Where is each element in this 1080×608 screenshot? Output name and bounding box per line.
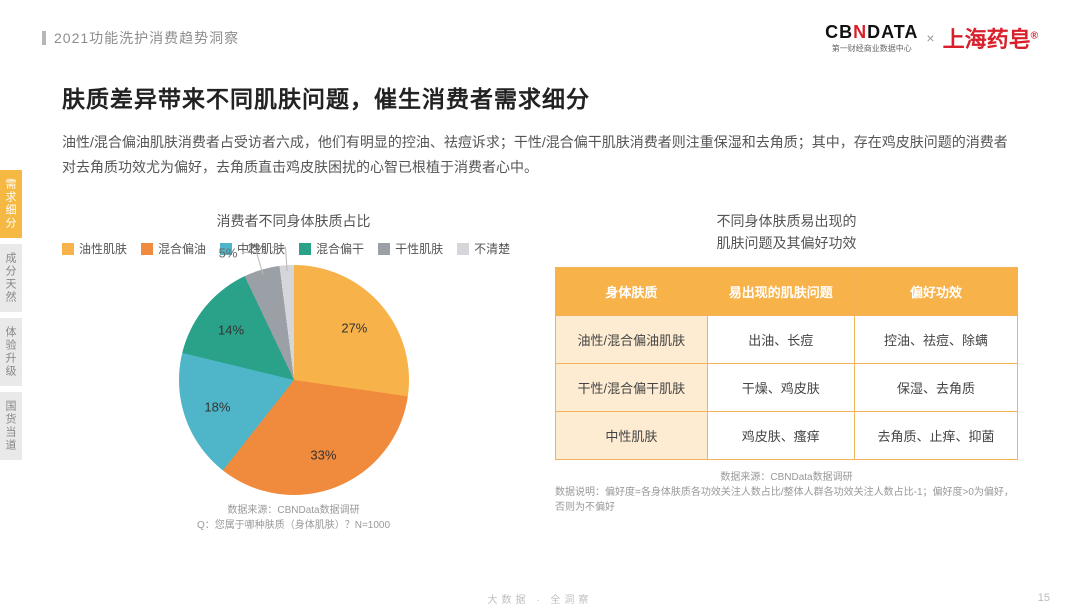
- side-tab-0[interactable]: 需求细分: [0, 170, 22, 238]
- table-header-cell: 身体肤质: [556, 267, 708, 315]
- pie-legend: 油性肌肤混合偏油中性肌肤混合偏干干性肌肤不清楚: [62, 240, 525, 257]
- table-title-line1: 不同身体肤质易出现的: [717, 213, 857, 229]
- legend-label: 混合偏油: [158, 240, 206, 257]
- table-rowhead-cell: 中性肌肤: [556, 411, 708, 459]
- table-cell: 出油、长痘: [707, 315, 854, 363]
- pie-footnote-2: Q：您属于哪种肤质（身体肌肤）？N=1000: [62, 518, 525, 533]
- legend-item-4: 干性肌肤: [378, 240, 443, 257]
- pie-slice-label: 18%: [204, 399, 230, 414]
- page-number: 15: [1038, 592, 1050, 604]
- legend-swatch: [378, 243, 390, 255]
- legend-swatch: [141, 243, 153, 255]
- doc-title: 2021功能洗护消费趋势洞察: [54, 28, 239, 48]
- pie-slice-label: 2%: [248, 240, 267, 255]
- table-cell: 控油、祛痘、除螨: [854, 315, 1017, 363]
- table-header-cell: 偏好功效: [854, 267, 1017, 315]
- table-row: 干性/混合偏干肌肤干燥、鸡皮肤保湿、去角质: [556, 363, 1018, 411]
- table-cell: 鸡皮肤、瘙痒: [707, 411, 854, 459]
- legend-swatch: [299, 243, 311, 255]
- skin-table: 身体肤质易出现的肌肤问题偏好功效 油性/混合偏油肌肤出油、长痘控油、祛痘、除螨干…: [555, 267, 1018, 460]
- pie-slice-label: 5%: [219, 245, 238, 260]
- legend-label: 不清楚: [474, 240, 510, 257]
- table-cell: 保湿、去角质: [854, 363, 1017, 411]
- legend-swatch: [457, 243, 469, 255]
- table-footnote-2: 数据说明：偏好度=各身体肤质各功效关注人数占比/整体人群各功效关注人数占比-1；…: [555, 485, 1018, 515]
- legend-item-0: 油性肌肤: [62, 240, 127, 257]
- left-column: 消费者不同身体肤质占比 油性肌肤混合偏油中性肌肤混合偏干干性肌肤不清楚 27%3…: [62, 210, 525, 578]
- table-rowhead-cell: 油性/混合偏油肌肤: [556, 315, 708, 363]
- legend-item-3: 混合偏干: [299, 240, 364, 257]
- legend-label: 油性肌肤: [79, 240, 127, 257]
- side-tabs: 需求细分成分天然体验升级国货当道: [0, 170, 22, 460]
- page-header: 2021功能洗护消费趋势洞察 CBNDATA 第一财经商业数据中心 × 上海药皂…: [42, 22, 1038, 54]
- legend-item-5: 不清楚: [457, 240, 510, 257]
- pie-slice-label: 14%: [218, 322, 244, 337]
- pie-title: 消费者不同身体肤质占比: [62, 210, 525, 232]
- logo-separator: ×: [926, 30, 934, 46]
- legend-label: 混合偏干: [316, 240, 364, 257]
- table-header-cell: 易出现的肌肤问题: [707, 267, 854, 315]
- table-header-row: 身体肤质易出现的肌肤问题偏好功效: [556, 267, 1018, 315]
- header-right: CBNDATA 第一财经商业数据中心 × 上海药皂®: [825, 22, 1038, 54]
- right-column: 不同身体肤质易出现的 肌肤问题及其偏好功效 身体肤质易出现的肌肤问题偏好功效 油…: [555, 210, 1018, 578]
- table-footnote-1: 数据来源：CBNData数据调研: [555, 470, 1018, 485]
- side-tab-1[interactable]: 成分天然: [0, 244, 22, 312]
- legend-item-1: 混合偏油: [141, 240, 206, 257]
- legend-label: 干性肌肤: [395, 240, 443, 257]
- logo-shanghai-yaozao: 上海药皂®: [943, 22, 1038, 54]
- logo-cbndata: CBNDATA 第一财经商业数据中心: [825, 22, 918, 54]
- table-cell: 去角质、止痒、抑菌: [854, 411, 1017, 459]
- table-cell: 干燥、鸡皮肤: [707, 363, 854, 411]
- logo-cbn-sub: 第一财经商业数据中心: [825, 43, 918, 54]
- table-title: 不同身体肤质易出现的 肌肤问题及其偏好功效: [555, 210, 1018, 255]
- table-row: 油性/混合偏油肌肤出油、长痘控油、祛痘、除螨: [556, 315, 1018, 363]
- logo-cbn-red: N: [853, 22, 867, 42]
- slide-page: 2021功能洗护消费趋势洞察 CBNDATA 第一财经商业数据中心 × 上海药皂…: [0, 0, 1080, 608]
- table-title-line2: 肌肤问题及其偏好功效: [717, 235, 857, 251]
- side-tab-3[interactable]: 国货当道: [0, 392, 22, 460]
- footer-text: 大数据 · 全洞察: [0, 591, 1080, 606]
- content-columns: 消费者不同身体肤质占比 油性肌肤 混合偏油中性肌肤 混合偏干 干性肌肤 不清楚 27% 3…: [62, 210, 1018, 578]
- side-tab-2[interactable]: 体验升级: [0, 318, 22, 386]
- header-left: 2021功能洗护消费趋势洞察: [42, 28, 239, 48]
- table-body: 油性/混合偏油肌肤出油、长痘控油、祛痘、除螨干性/混合偏干肌肤干燥、鸡皮肤保湿、…: [556, 315, 1018, 459]
- legend-swatch: [62, 243, 74, 255]
- table-rowhead-cell: 干性/混合偏干肌肤: [556, 363, 708, 411]
- pie-footnote-1: 数据来源：CBNData数据调研: [62, 503, 525, 518]
- page-title: 肤质差异带来不同肌肤问题，催生消费者需求细分: [62, 80, 590, 114]
- pie-chart: [179, 265, 409, 495]
- page-body: 油性/混合偏油肌肤消费者占受访者六成，他们有明显的控油、祛痘诉求；干性/混合偏干…: [62, 130, 1018, 180]
- pie-slice-label: 27%: [341, 320, 367, 335]
- logo-cbn-part1: CB: [825, 22, 853, 42]
- table-row: 中性肌肤鸡皮肤、瘙痒去角质、止痒、抑菌: [556, 411, 1018, 459]
- logo-shys-text: 上海药皂: [943, 27, 1031, 52]
- pie-wrap: 27%33%18%14%5%2%: [179, 265, 409, 495]
- header-marker: [42, 31, 46, 45]
- pie-slice-label: 33%: [310, 448, 336, 463]
- logo-cbn-part2: DATA: [867, 22, 918, 42]
- logo-reg-mark: ®: [1031, 31, 1038, 42]
